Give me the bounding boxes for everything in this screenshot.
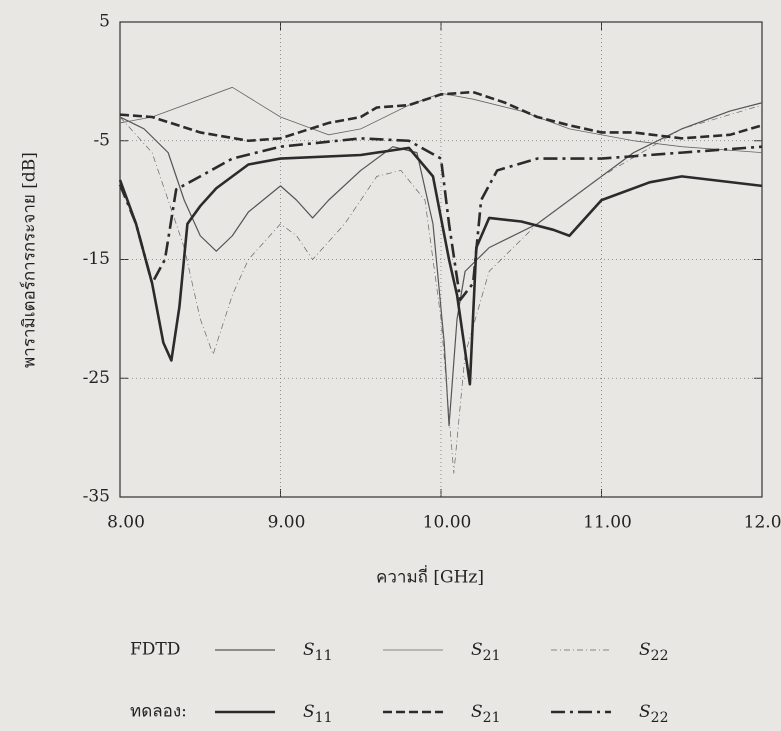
y-tick-label: -15	[83, 249, 110, 269]
y-tick-label: -25	[83, 368, 110, 388]
plot-frame	[119, 21, 763, 498]
legend-group-label: ทดลอง:	[130, 702, 187, 722]
x-tick-label: 9.00	[268, 513, 306, 533]
legend-label: S11	[303, 640, 332, 665]
legend-label: S11	[303, 702, 332, 727]
legend-label: S22	[639, 640, 668, 665]
data-line	[118, 146, 763, 386]
x-tick-label: 12.00	[744, 513, 781, 533]
x-tick-label: 10.00	[423, 513, 472, 533]
data-line	[119, 90, 763, 143]
y-axis-label: พารามิเตอร์การกระจาย [dB]	[20, 152, 40, 368]
y-tick-label: 5	[99, 12, 110, 32]
data-line	[118, 137, 763, 302]
legend-label: S22	[639, 702, 668, 727]
legend-group-label: FDTD	[130, 640, 180, 660]
x-tick-label: 11.00	[583, 513, 632, 533]
data-line	[119, 86, 763, 154]
x-tick-label: 8.00	[107, 513, 145, 533]
data-line	[119, 104, 763, 474]
legend-label: S21	[471, 702, 500, 727]
y-tick-label: -35	[83, 487, 110, 507]
x-axis-label: ความถี่ [GHz]	[376, 565, 484, 588]
legend-label: S21	[471, 640, 500, 665]
y-tick-label: -5	[93, 130, 110, 150]
